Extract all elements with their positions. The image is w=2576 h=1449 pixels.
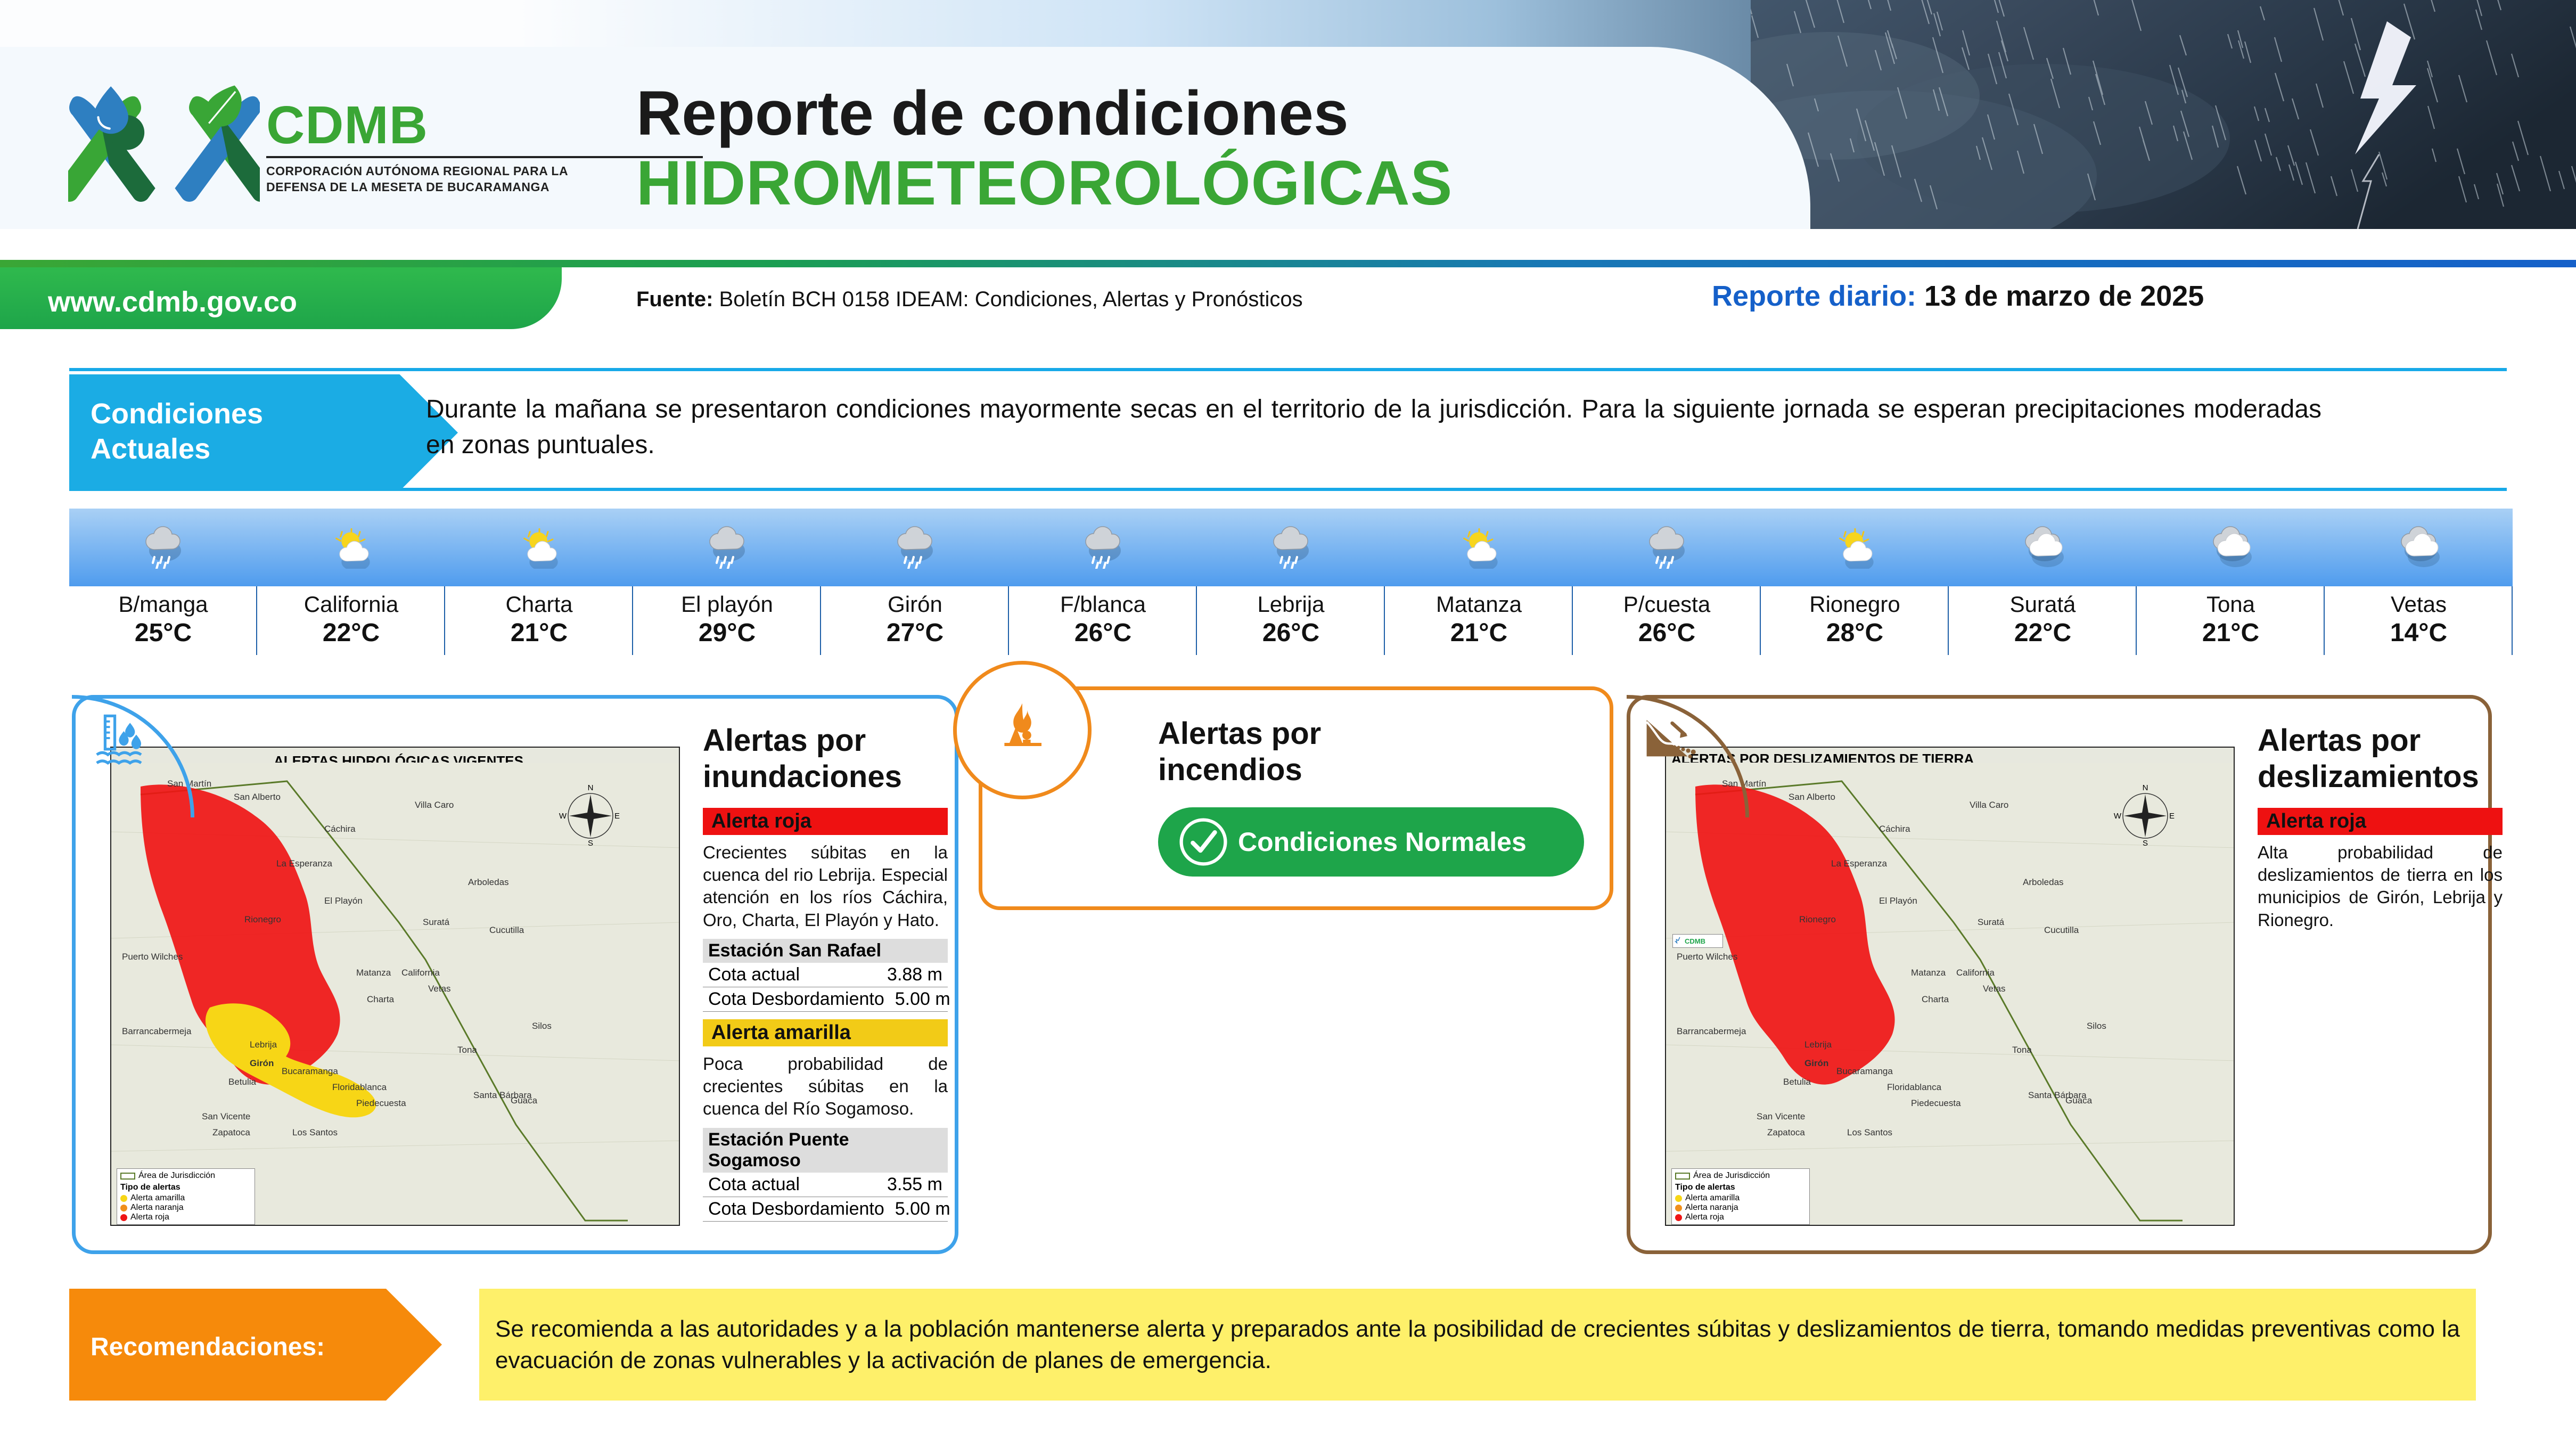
svg-text:Zapatoca: Zapatoca <box>212 1127 250 1137</box>
svg-text:California: California <box>1956 968 1995 978</box>
svg-text:La Esperanza: La Esperanza <box>276 858 332 869</box>
svg-text:La Esperanza: La Esperanza <box>1831 858 1887 869</box>
svg-text:Piedecuesta: Piedecuesta <box>1911 1098 1961 1108</box>
svg-text:N: N <box>588 783 594 792</box>
svg-text:Vetas: Vetas <box>1983 984 2006 994</box>
svg-text:Piedecuesta: Piedecuesta <box>356 1098 406 1108</box>
svg-text:Villa Caro: Villa Caro <box>415 800 454 810</box>
svg-text:San Vicente: San Vicente <box>202 1111 250 1121</box>
svg-text:Guaca: Guaca <box>2065 1095 2093 1106</box>
svg-text:San Alberto: San Alberto <box>234 792 281 802</box>
svg-text:Charta: Charta <box>367 994 395 1004</box>
svg-text:Floridablanca: Floridablanca <box>332 1082 387 1092</box>
svg-text:Girón: Girón <box>1804 1058 1828 1068</box>
svg-text:Cáchira: Cáchira <box>324 824 356 834</box>
svg-text:Los Santos: Los Santos <box>292 1127 338 1137</box>
svg-text:Tona: Tona <box>457 1045 477 1055</box>
svg-text:Charta: Charta <box>1922 994 1949 1004</box>
svg-text:San Vicente: San Vicente <box>1757 1111 1805 1121</box>
svg-text:Barrancabermeja: Barrancabermeja <box>122 1026 192 1036</box>
svg-text:California: California <box>401 968 440 978</box>
svg-text:Rionegro: Rionegro <box>244 914 281 924</box>
svg-text:Bucaramanga: Bucaramanga <box>282 1066 338 1076</box>
svg-text:Girón: Girón <box>250 1058 274 1068</box>
svg-text:Los Santos: Los Santos <box>1847 1127 1892 1137</box>
svg-text:Matanza: Matanza <box>356 968 391 978</box>
svg-text:Cucutilla: Cucutilla <box>2044 925 2079 935</box>
svg-text:Villa Caro: Villa Caro <box>1970 800 2008 810</box>
svg-text:Rionegro: Rionegro <box>1799 914 1836 924</box>
svg-text:Tona: Tona <box>2012 1045 2032 1055</box>
svg-text:Cucutilla: Cucutilla <box>489 925 524 935</box>
svg-text:Barrancabermeja: Barrancabermeja <box>1677 1026 1746 1036</box>
svg-text:Bucaramanga: Bucaramanga <box>1836 1066 1893 1076</box>
svg-text:Floridablanca: Floridablanca <box>1887 1082 1942 1092</box>
svg-text:Cáchira: Cáchira <box>1879 824 1910 834</box>
svg-text:W: W <box>559 812 567 821</box>
svg-text:Suratá: Suratá <box>1978 917 2005 927</box>
svg-text:Vetas: Vetas <box>428 984 451 994</box>
svg-text:Lebrija: Lebrija <box>1804 1039 1832 1050</box>
svg-text:Arboledas: Arboledas <box>2023 877 2064 887</box>
svg-text:Lebrija: Lebrija <box>250 1039 277 1050</box>
svg-text:El Playón: El Playón <box>324 896 363 906</box>
svg-text:E: E <box>614 812 620 821</box>
svg-text:E: E <box>2169 812 2175 821</box>
svg-text:N: N <box>2143 783 2148 792</box>
svg-text:Guaca: Guaca <box>511 1095 538 1106</box>
svg-text:Betulia: Betulia <box>1783 1077 1811 1087</box>
svg-text:Puerto Wilches: Puerto Wilches <box>1677 952 1737 962</box>
svg-text:Silos: Silos <box>532 1021 552 1031</box>
svg-text:Zapatoca: Zapatoca <box>1767 1127 1805 1137</box>
svg-text:Matanza: Matanza <box>1911 968 1946 978</box>
svg-text:W: W <box>2114 812 2122 821</box>
svg-text:Suratá: Suratá <box>423 917 450 927</box>
svg-text:Puerto Wilches: Puerto Wilches <box>122 952 183 962</box>
svg-text:Arboledas: Arboledas <box>468 877 509 887</box>
svg-text:S: S <box>2143 839 2148 848</box>
svg-text:Silos: Silos <box>2087 1021 2106 1031</box>
svg-text:San Alberto: San Alberto <box>1789 792 1835 802</box>
svg-text:Betulia: Betulia <box>228 1077 257 1087</box>
svg-text:El Playón: El Playón <box>1879 896 1917 906</box>
svg-text:S: S <box>588 839 593 848</box>
